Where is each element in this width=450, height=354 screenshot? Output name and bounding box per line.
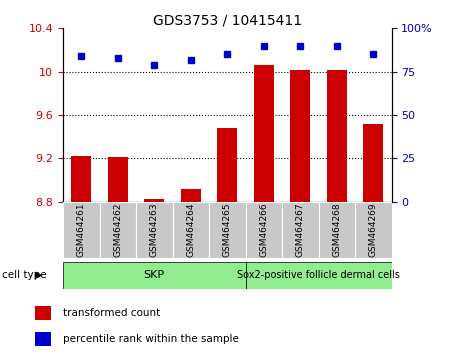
Bar — [99, 202, 136, 258]
Text: transformed count: transformed count — [63, 308, 160, 318]
Text: GSM464265: GSM464265 — [223, 203, 232, 257]
Bar — [63, 202, 99, 258]
Bar — [71, 156, 91, 202]
Text: GSM464264: GSM464264 — [186, 203, 195, 257]
Text: GSM464261: GSM464261 — [77, 203, 86, 257]
Bar — [181, 189, 201, 202]
Bar — [282, 202, 319, 258]
Bar — [35, 306, 51, 320]
Bar — [35, 332, 51, 346]
Title: GDS3753 / 10415411: GDS3753 / 10415411 — [153, 13, 302, 27]
Bar — [319, 202, 355, 258]
Text: GSM464263: GSM464263 — [150, 203, 159, 257]
Bar — [209, 202, 246, 258]
Text: GSM464266: GSM464266 — [259, 203, 268, 257]
Bar — [144, 199, 164, 202]
Text: GSM464262: GSM464262 — [113, 203, 122, 257]
Text: cell type: cell type — [2, 270, 47, 280]
Text: GSM464269: GSM464269 — [369, 203, 378, 257]
Bar — [108, 157, 128, 202]
Text: ▶: ▶ — [35, 270, 42, 280]
Bar — [246, 262, 392, 289]
Bar — [254, 65, 274, 202]
Bar — [327, 69, 347, 202]
Text: GSM464268: GSM464268 — [332, 203, 341, 257]
Bar — [63, 262, 246, 289]
Bar — [363, 124, 383, 202]
Text: SKP: SKP — [144, 270, 165, 280]
Text: GSM464267: GSM464267 — [296, 203, 305, 257]
Bar — [246, 202, 282, 258]
Bar — [290, 69, 310, 202]
Bar — [136, 202, 172, 258]
Text: Sox2-positive follicle dermal cells: Sox2-positive follicle dermal cells — [237, 270, 400, 280]
Bar — [172, 202, 209, 258]
Text: percentile rank within the sample: percentile rank within the sample — [63, 333, 239, 344]
Bar — [355, 202, 392, 258]
Bar — [217, 128, 237, 202]
